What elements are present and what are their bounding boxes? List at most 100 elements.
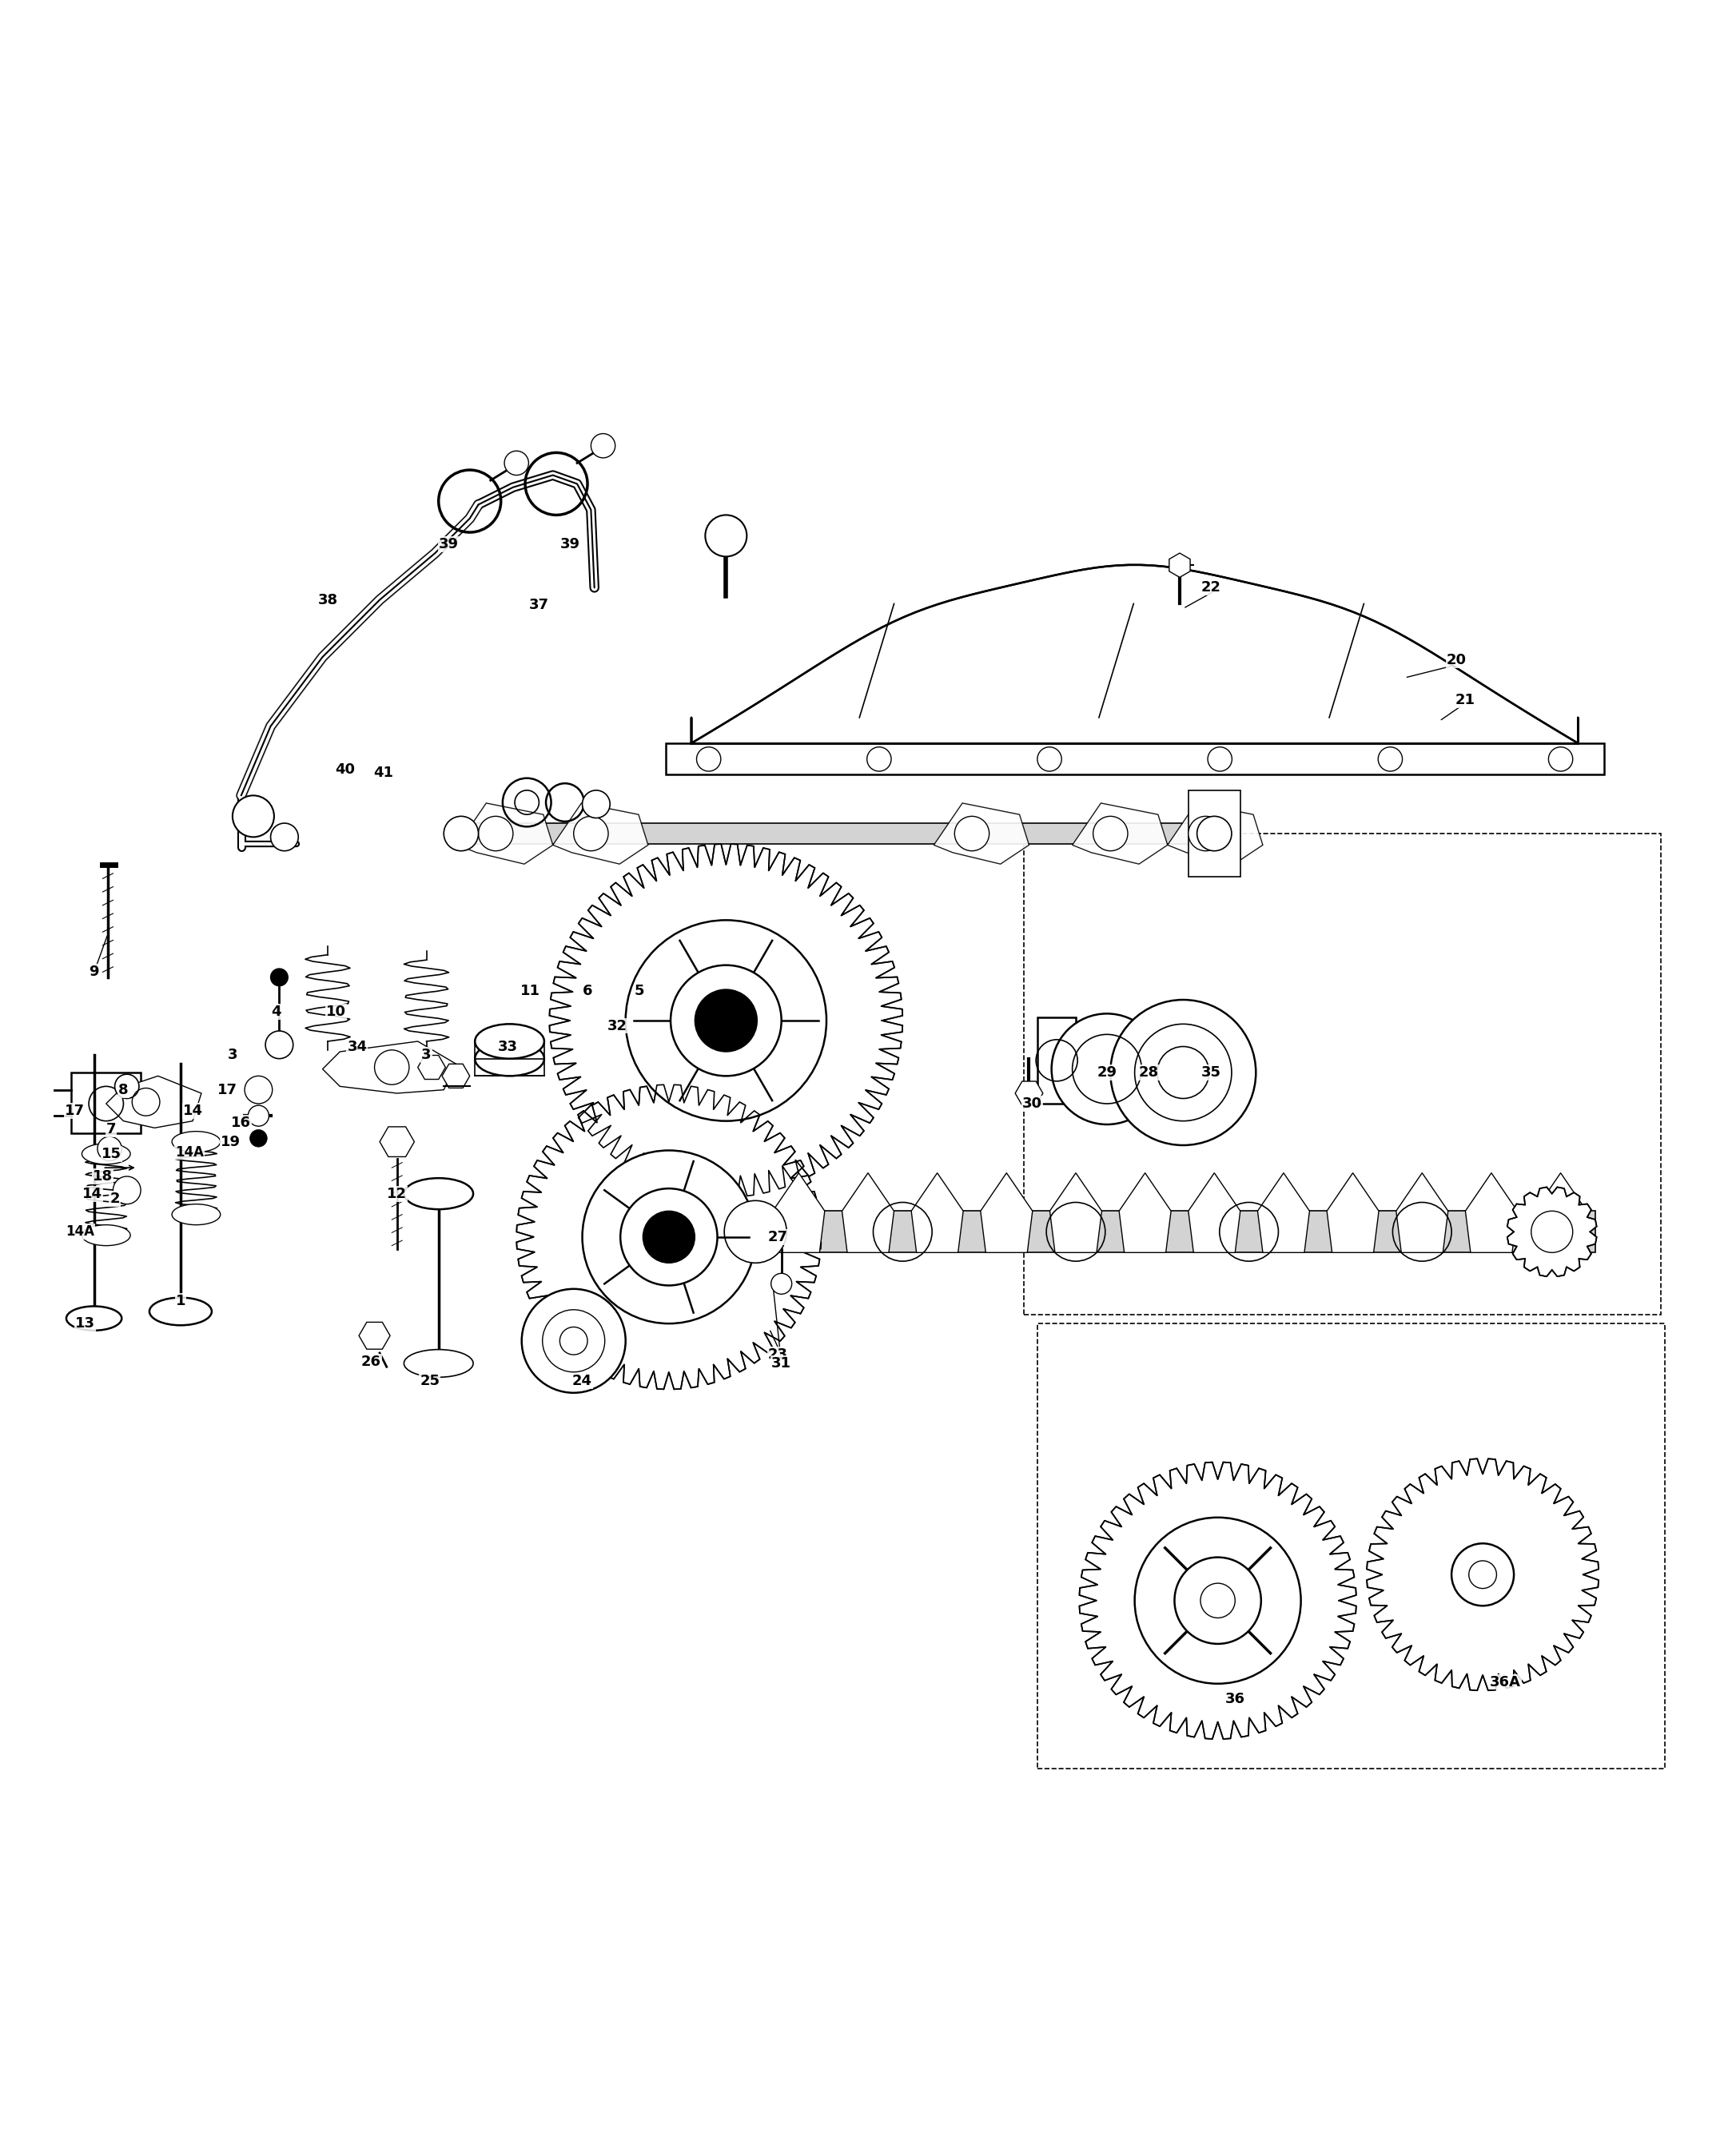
Ellipse shape xyxy=(404,1178,474,1210)
Circle shape xyxy=(582,789,609,817)
Circle shape xyxy=(113,1175,141,1203)
Text: 33: 33 xyxy=(498,1040,517,1053)
Polygon shape xyxy=(1366,1459,1599,1690)
Polygon shape xyxy=(1080,1463,1356,1740)
Circle shape xyxy=(266,1032,293,1060)
Circle shape xyxy=(590,433,615,457)
Circle shape xyxy=(573,817,608,852)
Circle shape xyxy=(97,1137,122,1160)
Polygon shape xyxy=(1016,1081,1043,1105)
Text: 17: 17 xyxy=(217,1083,238,1096)
Text: 14: 14 xyxy=(182,1103,203,1118)
Polygon shape xyxy=(1120,1173,1172,1253)
Circle shape xyxy=(271,824,299,852)
Circle shape xyxy=(625,920,826,1122)
Ellipse shape xyxy=(82,1143,130,1165)
Polygon shape xyxy=(911,1173,963,1253)
Text: 23: 23 xyxy=(767,1347,788,1362)
Circle shape xyxy=(559,1328,587,1356)
Circle shape xyxy=(233,796,274,837)
Polygon shape xyxy=(552,802,648,864)
Circle shape xyxy=(771,1274,792,1293)
Text: 15: 15 xyxy=(101,1148,122,1160)
Circle shape xyxy=(642,1212,694,1263)
Bar xyxy=(1189,789,1240,877)
Text: 6: 6 xyxy=(583,985,592,997)
Text: 38: 38 xyxy=(318,592,339,607)
Polygon shape xyxy=(1535,1173,1587,1253)
Text: 18: 18 xyxy=(92,1169,113,1184)
Circle shape xyxy=(1208,746,1233,772)
Polygon shape xyxy=(842,1173,894,1253)
Text: 25: 25 xyxy=(420,1373,439,1388)
Polygon shape xyxy=(1326,1173,1378,1253)
Polygon shape xyxy=(1050,1173,1102,1253)
Circle shape xyxy=(271,970,288,987)
Polygon shape xyxy=(1257,1173,1309,1253)
Polygon shape xyxy=(1073,802,1168,864)
Text: 5: 5 xyxy=(634,985,644,997)
Circle shape xyxy=(1094,817,1128,852)
Polygon shape xyxy=(418,1055,446,1079)
Text: 3: 3 xyxy=(422,1049,432,1062)
Text: 21: 21 xyxy=(1455,693,1476,708)
Polygon shape xyxy=(1465,1173,1517,1253)
Text: 9: 9 xyxy=(89,965,99,980)
Polygon shape xyxy=(691,564,1578,744)
Polygon shape xyxy=(1189,1173,1240,1253)
Polygon shape xyxy=(458,802,552,864)
Circle shape xyxy=(620,1188,717,1285)
Ellipse shape xyxy=(476,1040,543,1077)
Text: 36: 36 xyxy=(1226,1692,1245,1707)
Polygon shape xyxy=(773,1173,825,1253)
Ellipse shape xyxy=(149,1298,212,1326)
Text: 26: 26 xyxy=(361,1353,380,1369)
Text: 39: 39 xyxy=(439,536,458,551)
Circle shape xyxy=(1052,1015,1163,1124)
Text: 34: 34 xyxy=(347,1040,368,1053)
Polygon shape xyxy=(359,1321,391,1349)
Bar xyxy=(1024,834,1661,1315)
Text: 29: 29 xyxy=(1097,1066,1116,1079)
Text: 27: 27 xyxy=(767,1229,788,1244)
Circle shape xyxy=(1038,746,1062,772)
Text: 24: 24 xyxy=(573,1373,592,1388)
Polygon shape xyxy=(323,1040,457,1094)
Polygon shape xyxy=(1168,553,1191,577)
Circle shape xyxy=(1451,1544,1514,1607)
Text: 16: 16 xyxy=(231,1115,252,1130)
Circle shape xyxy=(1469,1562,1496,1589)
Polygon shape xyxy=(1507,1186,1597,1276)
Polygon shape xyxy=(462,824,1213,843)
Polygon shape xyxy=(380,1126,415,1156)
Circle shape xyxy=(705,515,746,556)
Text: 14: 14 xyxy=(82,1186,102,1201)
Text: 41: 41 xyxy=(373,766,392,781)
Text: 35: 35 xyxy=(1201,1066,1220,1079)
Polygon shape xyxy=(106,1077,201,1128)
Circle shape xyxy=(955,817,990,852)
Circle shape xyxy=(1549,746,1573,772)
Polygon shape xyxy=(934,802,1029,864)
Text: 37: 37 xyxy=(529,598,549,611)
Circle shape xyxy=(1198,817,1231,852)
Text: 40: 40 xyxy=(335,761,356,776)
Polygon shape xyxy=(1396,1173,1448,1253)
Ellipse shape xyxy=(476,1023,543,1060)
Text: 32: 32 xyxy=(608,1019,627,1034)
Text: 4: 4 xyxy=(271,1004,281,1019)
Ellipse shape xyxy=(82,1225,130,1246)
Circle shape xyxy=(582,1150,755,1323)
Text: 12: 12 xyxy=(387,1186,406,1201)
Text: 8: 8 xyxy=(118,1083,128,1096)
Ellipse shape xyxy=(172,1203,220,1225)
Text: 7: 7 xyxy=(106,1122,116,1137)
Circle shape xyxy=(670,965,781,1077)
Circle shape xyxy=(1189,817,1222,852)
Text: 22: 22 xyxy=(1201,581,1220,594)
Polygon shape xyxy=(476,1040,543,1077)
Text: 10: 10 xyxy=(326,1004,347,1019)
Polygon shape xyxy=(517,1085,821,1390)
Text: 31: 31 xyxy=(771,1356,792,1371)
Polygon shape xyxy=(981,1173,1033,1253)
